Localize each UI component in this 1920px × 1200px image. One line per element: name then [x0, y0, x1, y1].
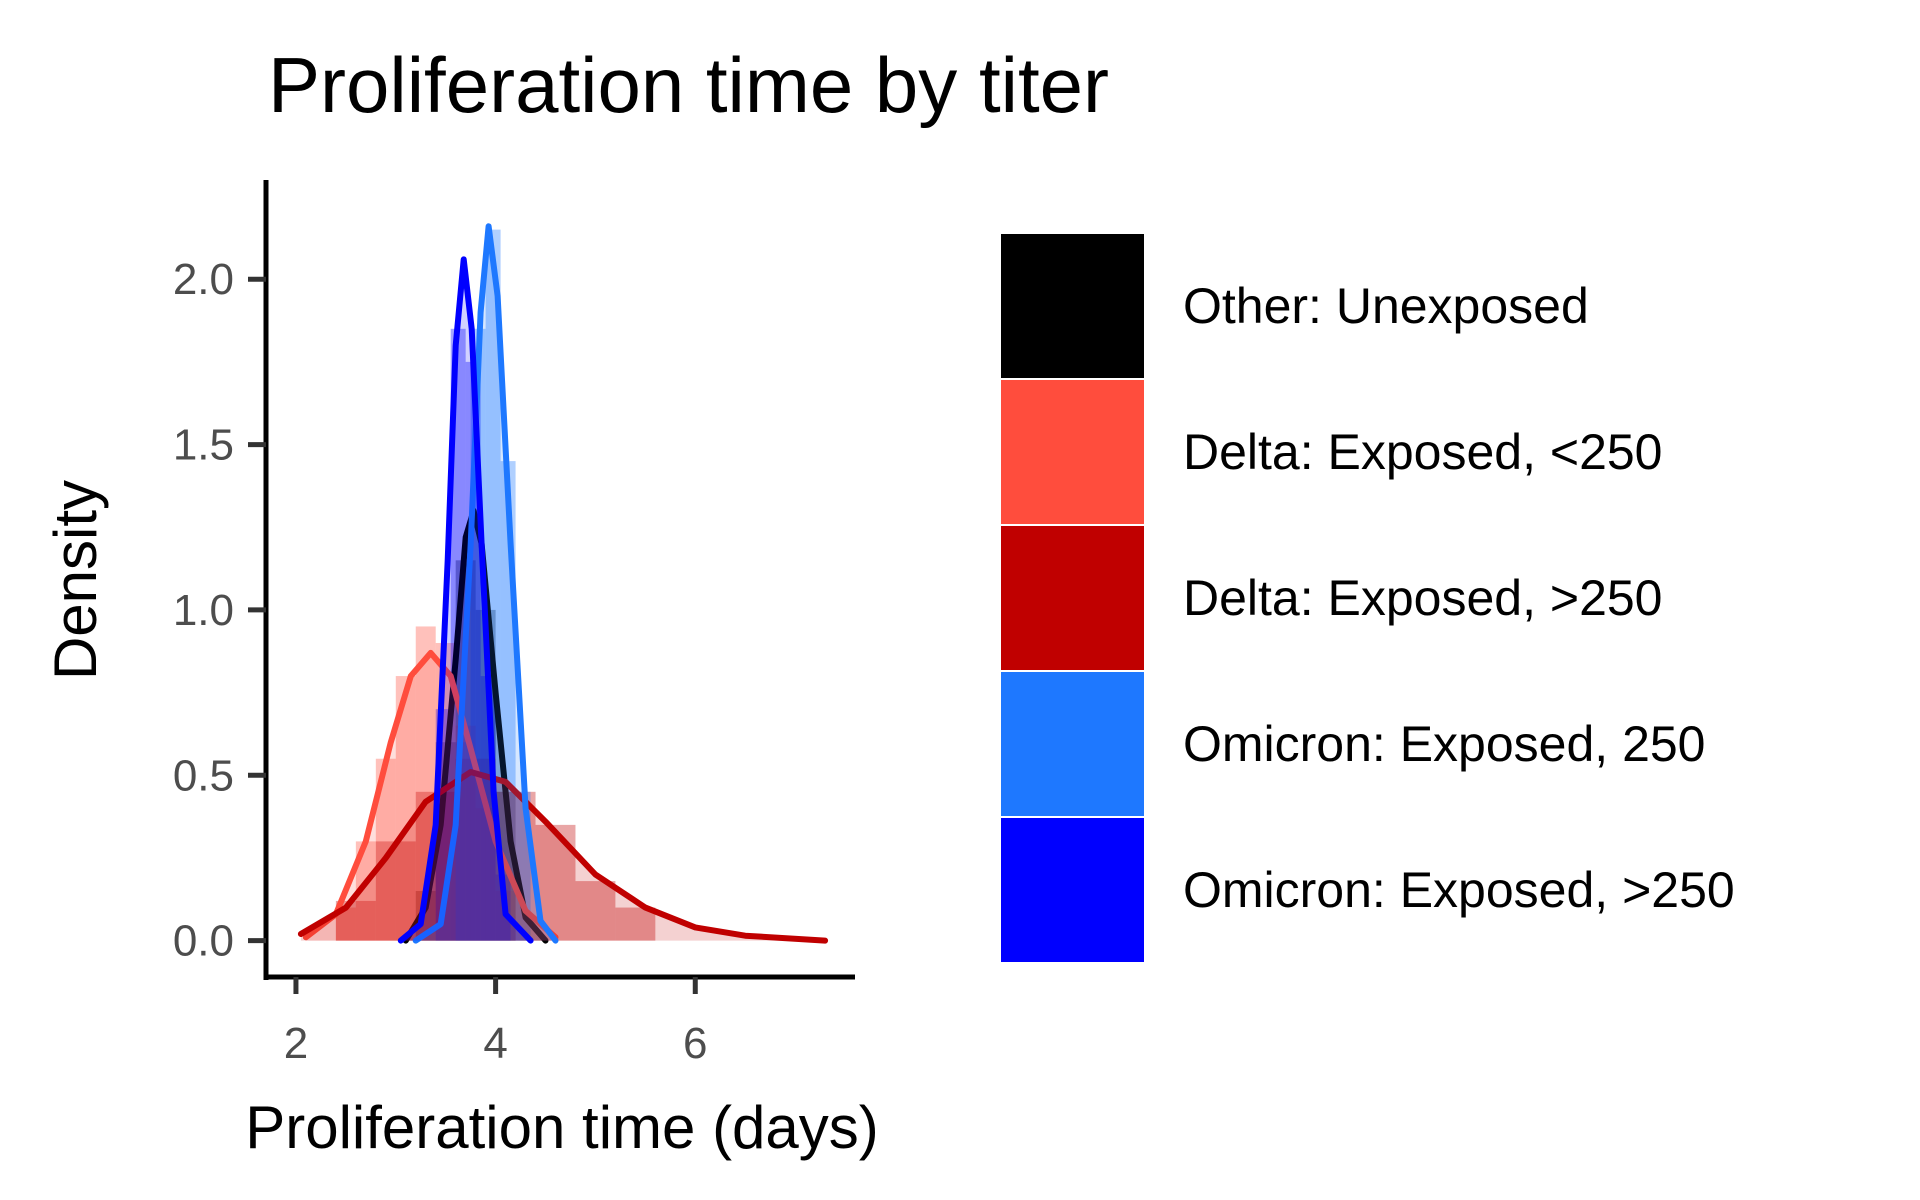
- histogram-bar: [335, 907, 356, 941]
- legend-label: Other: Unexposed: [1183, 278, 1589, 334]
- histogram-bar: [455, 758, 496, 941]
- x-ticks: 2 4 6: [284, 977, 708, 1068]
- legend-item-delta-exposed-250: Delta: Exposed, >250: [999, 524, 1663, 672]
- y-tick-label: 0.0: [173, 917, 234, 966]
- y-tick-label: 0.5: [173, 751, 234, 800]
- y-tick-label: 1.0: [173, 586, 234, 635]
- x-tick-label: 6: [683, 1019, 707, 1068]
- histogram-bar: [575, 881, 616, 941]
- legend-item-other-unexposed: Other: Unexposed: [999, 232, 1589, 380]
- x-axis-title: Proliferation time (days): [245, 1094, 879, 1161]
- histogram-bar: [355, 841, 376, 941]
- histogram-bar: [375, 758, 396, 941]
- x-tick-label: 4: [483, 1019, 507, 1068]
- legend-item-omicron-exposed-250: Omicron: Exposed, >250: [999, 816, 1735, 964]
- legend-key: [999, 232, 1146, 380]
- density-curve-layer: [297, 223, 829, 944]
- legend-key: [999, 816, 1146, 964]
- plot-area: [297, 223, 829, 944]
- histogram-bar: [455, 560, 476, 941]
- density-curve-delta-exposed-250: [302, 649, 559, 941]
- legend-key: [999, 670, 1146, 818]
- density-curve-omicron-exposed-250: [397, 256, 534, 944]
- density-curve-omicron-exposed-250: [412, 223, 559, 944]
- x-tick-label: 2: [284, 1019, 308, 1068]
- density-area-omicron-exposed-250: [400, 259, 531, 941]
- histogram-bar: [615, 907, 656, 941]
- legend-item-delta-exposed-250: Delta: Exposed, <250: [999, 378, 1663, 526]
- legend-label: Delta: Exposed, >250: [1183, 570, 1663, 626]
- legend-key: [999, 524, 1146, 672]
- legend-label: Delta: Exposed, <250: [1183, 424, 1663, 480]
- chart-title: Proliferation time by titer: [268, 41, 1109, 129]
- y-axis-title: Density: [42, 480, 109, 680]
- density-area-delta-exposed-250: [300, 772, 826, 941]
- legend-label: Omicron: Exposed, >250: [1183, 862, 1735, 918]
- y-tick-label: 2.0: [173, 255, 234, 304]
- legend-key: [999, 378, 1146, 526]
- histogram-bar: [395, 676, 416, 941]
- histogram-bar: [475, 808, 496, 941]
- axes: 2 4 6 0.0 0.5 1.0 1.5 2.0: [173, 180, 855, 1068]
- legend: Other: Unexposed Delta: Exposed, <250 Delt…: [999, 232, 1735, 964]
- legend-item-omicron-exposed-250: Omicron: Exposed, 250: [999, 670, 1706, 818]
- legend-label: Omicron: Exposed, 250: [1183, 716, 1706, 772]
- y-tick-label: 1.5: [173, 421, 234, 470]
- y-ticks: 0.0 0.5 1.0 1.5 2.0: [173, 255, 266, 966]
